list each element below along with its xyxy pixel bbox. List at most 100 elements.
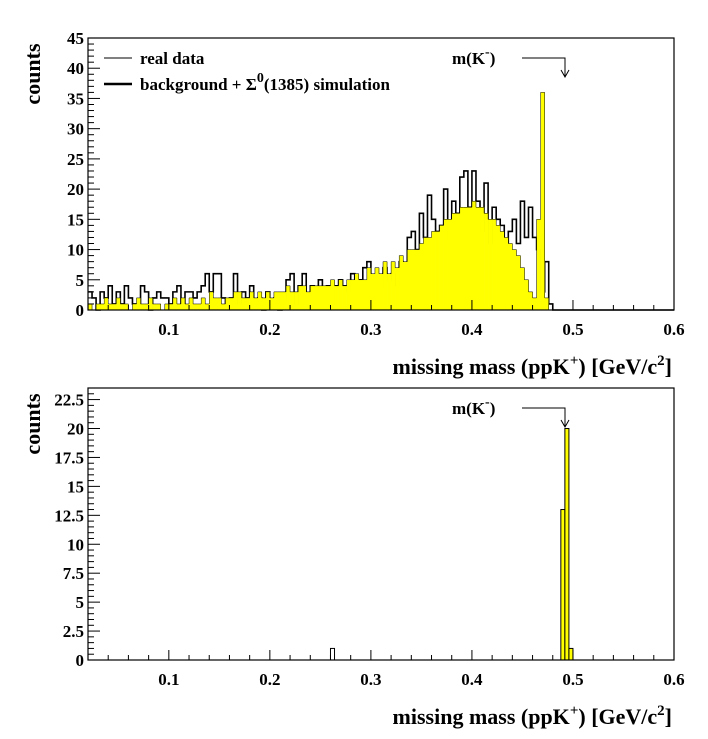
top-sim-bin [176, 303, 182, 310]
top-sim-bin [411, 249, 416, 310]
top-sim-bin [439, 225, 444, 310]
top-y-tick-label: 0 [76, 301, 85, 320]
top-sim-bin [374, 267, 380, 310]
top-sim-bin [524, 279, 529, 310]
top-sim-bin [423, 237, 428, 310]
top-sim-bin [221, 303, 226, 310]
top-y-tick-label: 15 [67, 210, 84, 229]
top-sim-bin [152, 303, 157, 310]
top-sim-bin [180, 297, 186, 310]
top-sim-bin [463, 207, 469, 310]
top-y-tick-label: 35 [67, 89, 84, 108]
bottom-y-tick-label: 15 [67, 477, 84, 496]
top-sim-bin [233, 291, 238, 310]
bottom-x-tick-label: 0.3 [360, 670, 381, 689]
top-sim-bin [318, 285, 323, 310]
top-x-tick-label: 0.3 [360, 320, 381, 339]
top-sim-bin [100, 303, 105, 310]
bottom-annotation-label: m(K-) [452, 395, 495, 418]
bottom-sim-bin [568, 647, 574, 661]
top-sim-bin [277, 291, 283, 310]
top-sim-bin [104, 297, 109, 310]
top-sim-bin [407, 249, 412, 310]
top-sim-bin [350, 279, 356, 310]
top-sim-bin [334, 285, 339, 310]
bottom-sim-bin [564, 428, 570, 661]
top-sim-bin [144, 303, 149, 310]
top-sim-bin [358, 279, 364, 310]
top-sim-bin [156, 303, 162, 310]
top-legend: real data background + Σ0(1385) simulati… [104, 49, 391, 94]
top-sim-bin [298, 285, 303, 310]
top-sim-bin [209, 291, 214, 310]
top-sim-bin [354, 273, 360, 310]
bottom-x-axis-title: missing mass (ppK+) [GeV/c2] [393, 703, 672, 729]
top-sim-bin [520, 267, 525, 310]
top-x-tick-label: 0.6 [663, 320, 684, 339]
top-sim-bin [391, 261, 396, 310]
top-sim-bin [281, 291, 287, 310]
top-sim-bin [302, 285, 307, 310]
top-sim-bin [322, 285, 327, 310]
bottom-y-tick-label: 5 [76, 593, 85, 612]
top-sim-bin [500, 231, 505, 310]
top-sim-bin [383, 261, 388, 310]
bottom-y-tick-label: 20 [67, 420, 84, 439]
top-hist-layer [88, 92, 674, 311]
top-annotation-arrow-line [522, 57, 566, 76]
bottom-histogram-panel: 0.1 0.2 0.3 0.4 0.5 0.6 0 2.5 5 7.5 10 12.5 15 17.5 20… [20, 387, 685, 729]
top-sim-bin [213, 297, 218, 310]
top-sim-bin [241, 297, 246, 310]
top-sim-bin [269, 297, 275, 310]
top-sim-bin [403, 261, 408, 310]
top-sim-bin [314, 285, 319, 310]
top-sim-bin [378, 273, 384, 310]
top-sim-bin [516, 255, 521, 310]
top-sim-bin [273, 291, 279, 310]
top-sim-bin [136, 297, 141, 310]
top-sim-bin [395, 267, 400, 310]
top-sim-bin [201, 297, 206, 310]
top-sim-bin [540, 92, 545, 311]
bottom-x-tick-label: 0.5 [562, 670, 583, 689]
top-sim-bin [148, 297, 153, 310]
bottom-axes-layer: 0.1 0.2 0.3 0.4 0.5 0.6 0 2.5 5 7.5 10 12.5 15 17.5 20… [54, 387, 685, 689]
top-sim-bin [225, 297, 230, 310]
top-plot-frame [87, 37, 675, 311]
top-sim-bin [475, 207, 481, 310]
top-axes-layer: 0.1 0.2 0.3 0.4 0.5 0.6 0 5 10 15 20 25 30 35 40 45 [67, 29, 685, 339]
bottom-y-tick-label: 10 [67, 535, 84, 554]
top-sim-bin [294, 291, 299, 310]
top-y-tick-label: 5 [76, 271, 85, 290]
bottom-kminus-annotation: m(K-) [452, 395, 570, 429]
top-y-tick-label: 30 [67, 120, 84, 139]
top-sim-bin [544, 297, 550, 310]
top-sim-bin [512, 249, 517, 310]
top-sim-bin [326, 285, 331, 310]
bottom-annotation-arrow-line [522, 407, 566, 426]
top-annotation-arrow-head [560, 69, 570, 79]
top-sim-bin [492, 219, 497, 310]
top-sim-bin [286, 285, 291, 310]
top-sim-bin [140, 303, 145, 310]
top-sim-bin [484, 213, 489, 310]
top-sim-bin [168, 303, 174, 310]
top-sim-bin [528, 291, 533, 310]
top-y-tick-label: 40 [67, 59, 84, 78]
top-sim-bin [435, 231, 440, 310]
top-sim-bin [197, 303, 202, 310]
top-sim-bin [427, 237, 432, 310]
top-sim-bin [120, 303, 125, 310]
top-y-tick-label: 25 [67, 150, 84, 169]
top-y-axis-title: counts [20, 43, 45, 105]
bottom-y-tick-label: 0 [76, 651, 85, 670]
top-sim-bin [265, 291, 271, 310]
top-sim-bin [536, 219, 541, 310]
bottom-annotation-arrow-head [560, 419, 570, 429]
bottom-y-tick-label: 2.5 [63, 622, 84, 641]
bottom-plot-frame [87, 387, 675, 661]
top-sim-bin [455, 213, 461, 310]
top-sim-bin [306, 291, 311, 310]
top-sim-bin [172, 297, 178, 310]
